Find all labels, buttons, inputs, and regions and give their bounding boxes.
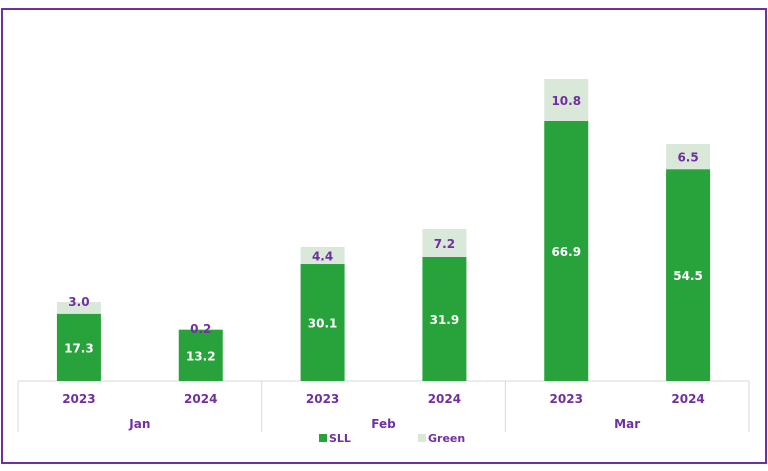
- data-label-green: 7.2: [434, 237, 455, 251]
- bar-green: [56, 302, 101, 314]
- bar-green: [178, 328, 223, 330]
- data-label-green: 4.4: [312, 249, 333, 263]
- legend-label-green: Green: [428, 432, 465, 445]
- x-group-label: Feb: [371, 417, 396, 431]
- legend-swatch-sll: [319, 434, 327, 442]
- data-label-green: 0.2: [190, 322, 211, 336]
- bar-green: [544, 79, 589, 121]
- bar-sll: [56, 313, 101, 381]
- legend-swatch-green: [418, 434, 426, 442]
- bar-sll: [544, 120, 589, 381]
- data-label-green: 6.5: [677, 151, 698, 165]
- data-label-sll: 30.1: [308, 317, 338, 331]
- data-label-sll: 17.3: [64, 341, 94, 355]
- chart-frame: [1, 8, 767, 464]
- legend-label-sll: SLL: [329, 432, 351, 445]
- data-label-sll: 66.9: [551, 245, 581, 259]
- x-tick-label: 2023: [62, 392, 95, 406]
- x-group-label: Mar: [614, 417, 640, 431]
- x-group-label: Jan: [128, 417, 150, 431]
- bar-green: [666, 143, 711, 170]
- x-tick-label: 2023: [306, 392, 339, 406]
- x-tick-label: 2024: [671, 392, 704, 406]
- bar-green: [422, 229, 467, 258]
- data-label-sll: 31.9: [430, 313, 460, 327]
- bar-green: [300, 246, 345, 265]
- bar-sll: [178, 329, 223, 381]
- x-tick-label: 2024: [184, 392, 217, 406]
- bar-sll: [666, 169, 711, 381]
- data-label-green: 3.0: [68, 295, 89, 309]
- data-label-sll: 54.5: [673, 269, 703, 283]
- x-tick-label: 2023: [550, 392, 583, 406]
- data-label-green: 10.8: [551, 94, 581, 108]
- bar-sll: [300, 264, 345, 381]
- x-tick-label: 2024: [428, 392, 461, 406]
- data-label-sll: 13.2: [186, 349, 216, 363]
- bar-sll: [422, 257, 467, 381]
